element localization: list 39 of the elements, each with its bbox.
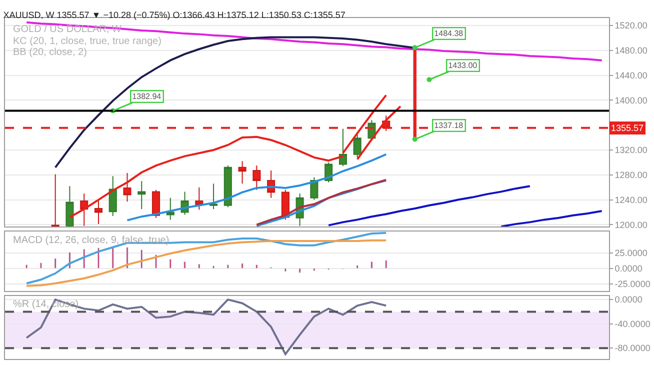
ref-line-label: 1355.57 <box>611 123 644 133</box>
candlestick <box>238 160 246 184</box>
y-tick-label: -25.0000 <box>614 279 650 290</box>
chart-title: XAUUSD, W 1355.57 ▼ −10.28 (−0.75%) O:1366.43 H:1375.12 L:1350.53 C:1355.57 <box>3 10 346 20</box>
y-tick-label: 1200.00 <box>614 220 648 230</box>
candlestick <box>123 172 132 202</box>
candlestick <box>66 186 74 227</box>
candlestick <box>353 134 362 158</box>
y-tick-label: 1400.00 <box>614 95 648 106</box>
candlestick <box>152 189 160 218</box>
y-tick-label: 1520.00 <box>614 20 648 31</box>
candlestick <box>210 183 218 210</box>
data-label: 1382.94 <box>132 92 162 102</box>
y-tick-label: 1280.00 <box>614 170 648 180</box>
candlestick <box>195 186 204 210</box>
candlestick <box>166 197 174 220</box>
line-series <box>126 153 388 222</box>
candlestick <box>138 180 146 210</box>
y-tick-label: 1480.00 <box>614 46 648 56</box>
candlestick <box>51 174 60 227</box>
data-label: 1337.18 <box>434 121 464 130</box>
y-tick-label: 1320.00 <box>614 145 648 156</box>
data-label: 1433.00 <box>448 61 478 70</box>
annotation: BB (20, close, 2) <box>13 47 87 58</box>
y-tick-label: 1440.00 <box>614 70 648 80</box>
line-series <box>500 210 603 227</box>
candlestick <box>252 165 261 190</box>
candlestick <box>338 128 347 167</box>
line-series <box>328 185 531 226</box>
y-tick-label: 1240.00 <box>614 194 648 205</box>
y-tick-label: 0.0000 <box>614 294 642 305</box>
annotation: KC (20, 1, close, true, true range) <box>13 36 162 47</box>
y-tick-label: -80.0000 <box>614 343 650 354</box>
candlestick <box>108 176 117 216</box>
y-tick-label: 25.0000 <box>614 248 648 258</box>
y-tick-label: -40.0000 <box>614 318 650 329</box>
y-tick-label: 0.0000 <box>614 264 642 274</box>
candlestick <box>224 165 232 208</box>
data-label: 1484.38 <box>434 29 464 38</box>
